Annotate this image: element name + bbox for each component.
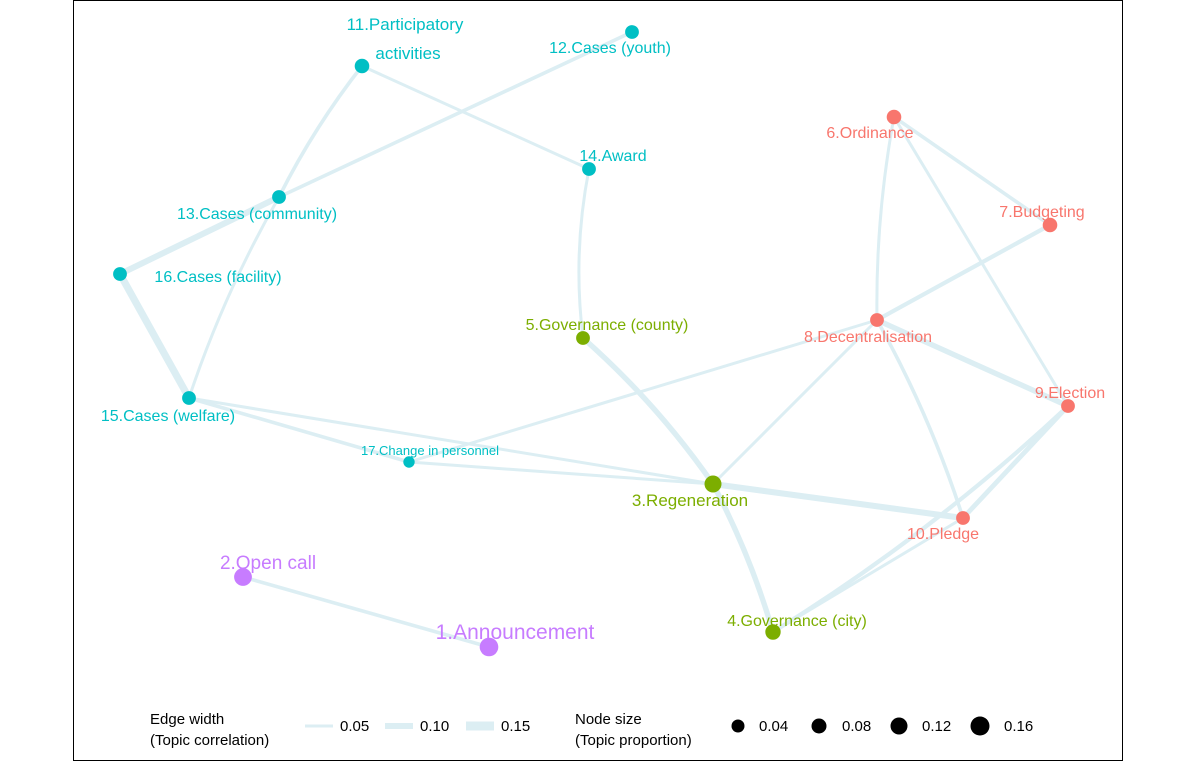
node-n17 [403,456,415,468]
node-n12 [625,25,639,39]
edge-n6-n7 [892,115,1052,227]
node-n13 [272,190,286,204]
node-label-n17: 17.Change in personnel [361,443,499,458]
node-legend-value-4: 0.16 [1004,718,1033,735]
edge-n4-n10 [771,516,965,634]
edge-n8-n9 [874,317,1071,409]
node-n16 [113,267,127,281]
edge-n15-n3 [187,396,715,486]
node-n3 [704,475,722,493]
node-label-n5: 5.Governance (county) [526,317,689,334]
legend: Edge width (Topic correlation) 0.05 0.10… [150,711,1033,749]
node-label-n7: 7.Budgeting [999,204,1084,221]
edge-n16-n15 [116,270,193,402]
node-legend-title: Node size [575,711,642,728]
node-label-n2: 2.Open call [220,553,316,574]
edge-n13-n15 [187,195,281,400]
edge-legend-value-3: 0.15 [501,718,530,735]
node-n7 [1042,217,1058,233]
edge-n4-n9 [770,403,1071,635]
node-n11 [354,58,370,74]
node-label-n3: 3.Regeneration [632,491,748,510]
edge-n17-n8 [407,318,879,464]
node-label-n11: 11.Participatory activities [347,15,464,63]
edge-legend-value-1: 0.05 [340,718,369,735]
node-n15 [182,391,196,405]
edge-legend-title: Edge width [150,711,224,728]
node-legend-dot-1 [731,719,745,733]
node-label-n14: 14.Award [579,148,646,165]
node-legend-dot-3 [890,717,908,735]
node-label-n15: 15.Cases (welfare) [101,408,235,425]
node-label-n8: 8.Decentralisation [804,329,932,346]
node-label-n9: 9.Election [1035,385,1105,402]
node-n2 [234,568,252,586]
edge-n3-n8 [711,318,879,486]
node-n6 [886,109,902,125]
edge-n3-n10 [710,481,966,521]
edge-n6-n8 [875,115,896,322]
node-legend-dot-2 [811,718,827,734]
node-label-n4: 4.Governance (city) [727,613,867,630]
edge-n17-n3 [407,460,715,486]
node-label-n13: 13.Cases (community) [177,206,337,223]
node-label-n16: 16.Cases (facility) [154,269,281,286]
node-n1 [479,637,499,657]
node-legend-subtitle: (Topic proportion) [575,732,692,749]
edge-n14-n5 [577,167,591,340]
node-n8 [870,313,884,327]
label-layer: 1.Announcement 2.Open call 3.Regeneration 4… [101,15,1105,644]
edge-legend-subtitle: (Topic correlation) [150,732,269,749]
node-label-n10: 10.Pledge [907,526,979,543]
edge-n5-n3 [580,335,716,487]
plot-panel [73,0,1123,761]
edge-n3-n4 [710,481,776,635]
node-legend-value-2: 0.08 [842,718,871,735]
edge-n11-n14 [360,64,591,171]
edge-n1-n2 [241,575,491,649]
edge-n11-n13 [277,64,364,199]
node-n4 [765,624,781,640]
edge-n15-n17 [187,396,411,464]
edge-n9-n10 [960,403,1071,521]
edge-n8-n10 [875,318,965,520]
node-label-n6: 6.Ordinance [826,125,913,142]
node-n9 [1061,399,1075,413]
edge-n12-n13 [277,30,634,199]
node-n14 [582,162,596,176]
node-n5 [576,331,590,345]
edge-layer [116,30,1071,649]
node-layer [113,25,1075,657]
node-legend-dot-4 [970,716,990,736]
edge-n7-n8 [874,222,1053,323]
node-label-n12: 12.Cases (youth) [549,40,671,57]
node-legend-value-3: 0.12 [922,718,951,735]
edge-n13-n16 [117,194,282,277]
node-legend-value-1: 0.04 [759,718,788,735]
node-n10 [956,511,970,525]
node-label-n1: 1.Announcement [436,621,595,644]
edge-legend-value-2: 0.10 [420,718,449,735]
